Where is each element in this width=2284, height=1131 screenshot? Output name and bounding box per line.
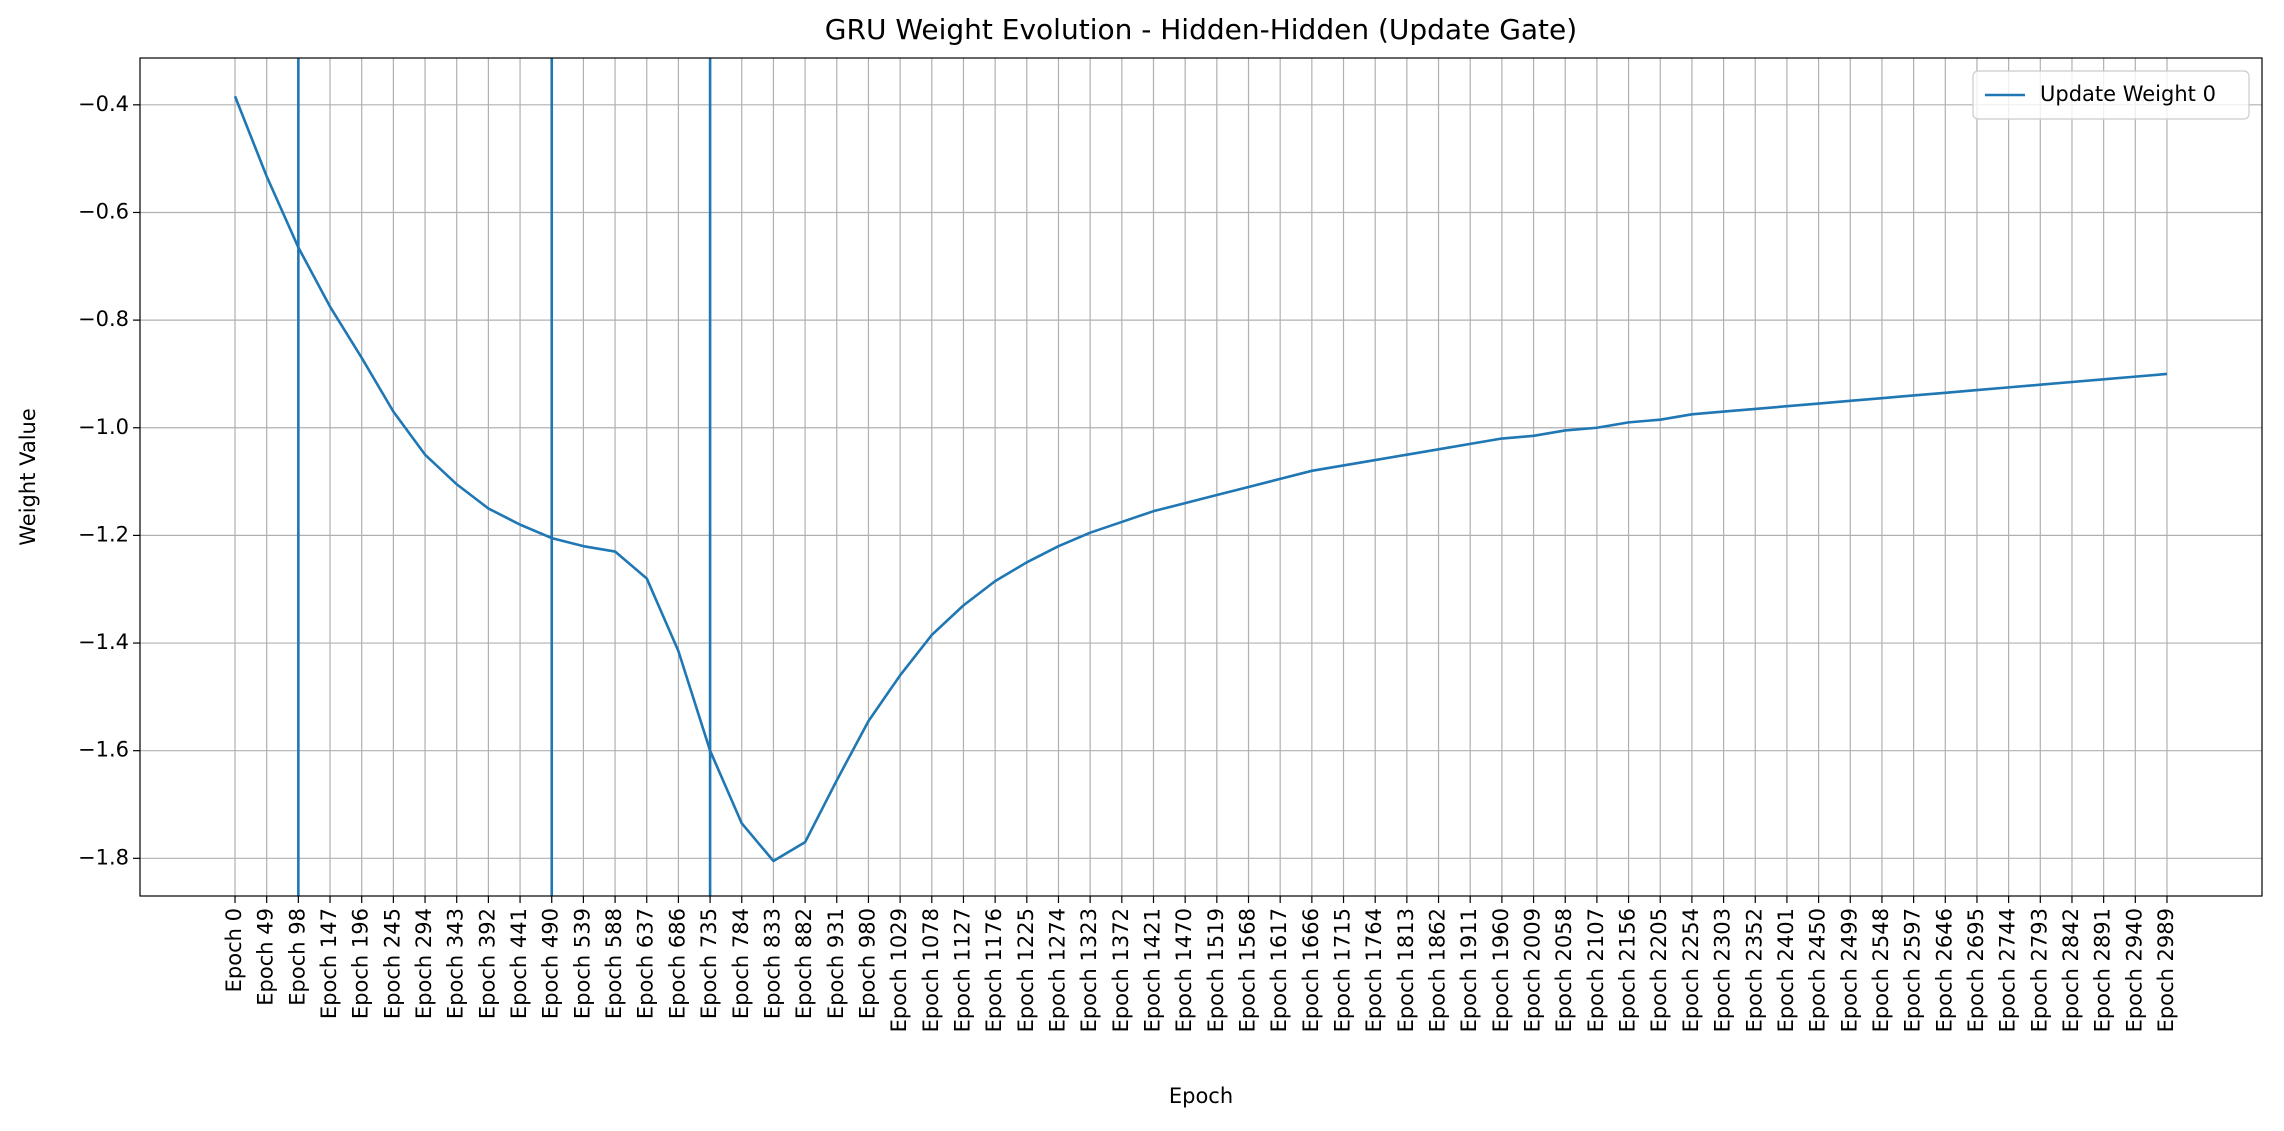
x-tick-label: Epoch 294 <box>412 908 436 1019</box>
x-tick-label: Epoch 1568 <box>1236 908 1260 1032</box>
legend-label: Update Weight 0 <box>2040 82 2216 106</box>
x-tick-label: Epoch 49 <box>254 908 278 1006</box>
x-tick-label: Epoch 686 <box>665 908 689 1019</box>
x-tick-label: Epoch 98 <box>285 908 309 1006</box>
x-tick-label: Epoch 2401 <box>1774 908 1798 1032</box>
x-tick-label: Epoch 2009 <box>1521 908 1545 1032</box>
x-tick-label: Epoch 2842 <box>2059 908 2083 1032</box>
y-tick-label: −1.2 <box>78 522 129 546</box>
x-tick-label: Epoch 1274 <box>1045 908 1069 1032</box>
x-tick-label: Epoch 2940 <box>2122 908 2146 1032</box>
y-tick-label: −0.6 <box>78 199 129 223</box>
x-tick-label: Epoch 588 <box>602 908 626 1019</box>
x-tick-label: Epoch 147 <box>317 908 341 1019</box>
x-tick-label: Epoch 2989 <box>2154 908 2178 1032</box>
x-tick-label: Epoch 2646 <box>1932 908 1956 1032</box>
x-tick-label: Epoch 2254 <box>1679 908 1703 1032</box>
y-axis-label: Weight Value <box>16 408 40 546</box>
x-tick-label: Epoch 1029 <box>887 908 911 1032</box>
x-tick-label: Epoch 392 <box>475 908 499 1019</box>
x-tick-label: Epoch 2597 <box>1901 908 1925 1032</box>
x-tick-label: Epoch 1617 <box>1267 908 1291 1032</box>
x-tick-label: Epoch 1519 <box>1204 908 1228 1032</box>
x-tick-label: Epoch 441 <box>507 908 531 1019</box>
y-tick-label: −1.4 <box>78 630 129 654</box>
x-tick-label: Epoch 539 <box>570 908 594 1019</box>
x-tick-label: Epoch 2744 <box>1996 908 2020 1032</box>
x-tick-label: Epoch 2205 <box>1647 908 1671 1032</box>
x-tick-label: Epoch 735 <box>697 908 721 1019</box>
data-line <box>233 95 2168 863</box>
y-tick-label: −1.8 <box>78 845 129 869</box>
x-tick-label: Epoch 2450 <box>1806 908 1830 1032</box>
x-tick-label: Epoch 2303 <box>1711 908 1735 1032</box>
x-tick-label: Epoch 2891 <box>2091 908 2115 1032</box>
x-tick-label: Epoch 1127 <box>950 908 974 1032</box>
x-tick-label: Epoch 1372 <box>1109 908 1133 1032</box>
x-tick-label: Epoch 1470 <box>1172 908 1196 1032</box>
x-tick-label: Epoch 1960 <box>1489 908 1513 1032</box>
x-tick-label: Epoch 2499 <box>1837 908 1861 1032</box>
x-tick-label: Epoch 2156 <box>1616 908 1640 1032</box>
x-tick-label: Epoch 1764 <box>1362 908 1386 1032</box>
x-tick-label: Epoch 0 <box>222 908 246 992</box>
x-tick-label: Epoch 2793 <box>2027 908 2051 1032</box>
legend-box <box>1972 70 2250 120</box>
y-tick-label: −0.8 <box>78 307 129 331</box>
x-tick-label: Epoch 833 <box>760 908 784 1019</box>
x-tick-label: Epoch 784 <box>729 908 753 1019</box>
x-tick-label: Epoch 882 <box>792 908 816 1019</box>
x-tick-label: Epoch 343 <box>444 908 468 1019</box>
x-tick-label: Epoch 1911 <box>1457 908 1481 1032</box>
x-tick-label: Epoch 637 <box>634 908 658 1019</box>
x-tick-label: Epoch 1078 <box>919 908 943 1032</box>
x-tick-label: Epoch 1666 <box>1299 908 1323 1032</box>
x-tick-label: Epoch 490 <box>539 908 563 1019</box>
x-tick-label: Epoch 1323 <box>1077 908 1101 1032</box>
x-tick-label: Epoch 1862 <box>1426 908 1450 1032</box>
x-tick-label: Epoch 2058 <box>1552 908 1576 1032</box>
x-tick-label: Epoch 931 <box>824 908 848 1019</box>
y-tick-label: −0.4 <box>78 92 129 116</box>
x-tick-label: Epoch 245 <box>380 908 404 1019</box>
x-tick-label: Epoch 2548 <box>1869 908 1893 1032</box>
x-tick-label: Epoch 2352 <box>1742 908 1766 1032</box>
x-tick-label: Epoch 1225 <box>1014 908 1038 1032</box>
y-tick-label: −1.6 <box>78 738 129 762</box>
chart-title: GRU Weight Evolution - Hidden-Hidden (Up… <box>825 13 1577 46</box>
x-tick-label: Epoch 1715 <box>1331 908 1355 1032</box>
x-axis-label: Epoch <box>1169 1084 1233 1108</box>
x-tick-label: Epoch 1421 <box>1140 908 1164 1032</box>
x-tick-label: Epoch 2695 <box>1964 908 1988 1032</box>
x-tick-label: Epoch 196 <box>349 908 373 1019</box>
x-tick-label: Epoch 1813 <box>1394 908 1418 1032</box>
x-tick-label: Epoch 2107 <box>1584 908 1608 1032</box>
plot-frame <box>139 57 2263 897</box>
x-tick-label: Epoch 980 <box>855 908 879 1019</box>
y-tick-label: −1.0 <box>78 415 129 439</box>
x-tick-label: Epoch 1176 <box>982 908 1006 1032</box>
